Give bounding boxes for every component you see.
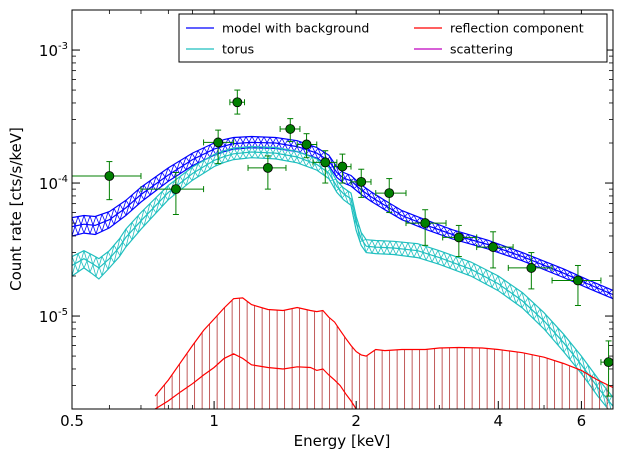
plot-area: [72, 89, 613, 409]
x-tick-label: 1: [209, 412, 219, 430]
data-point: [334, 153, 352, 184]
series-data: [72, 89, 613, 397]
series-reflection-component: [154, 297, 613, 409]
legend-label: torus: [222, 42, 254, 57]
data-marker: [262, 162, 273, 173]
y-tick-label: 10-3: [39, 41, 68, 60]
legend-box: [178, 13, 608, 63]
series-line-torus: [72, 151, 613, 407]
data-marker: [453, 232, 464, 243]
data-point: [476, 231, 514, 269]
series-line-torus: [72, 145, 613, 398]
x-tick-label: 4: [494, 412, 504, 430]
axis-ticks: 0.5 1 2 4 6 10-5 10-4 10-3: [39, 9, 614, 430]
x-tick-label: 6: [577, 412, 587, 430]
legend-label: scattering: [450, 42, 513, 57]
data-marker: [285, 124, 296, 134]
data-marker: [104, 171, 115, 181]
data-point: [203, 129, 235, 165]
data-point: [72, 161, 142, 201]
legend-item: scattering: [414, 42, 513, 57]
data-marker: [170, 184, 181, 195]
data-marker: [526, 263, 537, 273]
data-marker: [603, 357, 613, 368]
legend-label: reflection component: [450, 21, 584, 36]
series-torus: [72, 145, 613, 409]
data-point: [229, 89, 246, 115]
legend-item: model with background: [186, 21, 369, 36]
data-marker: [213, 137, 224, 148]
data-marker: [320, 157, 331, 168]
data-point: [405, 209, 447, 246]
data-marker: [337, 161, 348, 172]
plot-frame: [71, 9, 614, 410]
y-axis-label: Count rate [cts/s/keV]: [7, 127, 25, 291]
x-axis-label: Energy [keV]: [294, 432, 391, 450]
data-point: [279, 118, 301, 143]
series-line-reflection-component: [154, 297, 613, 397]
data-marker: [232, 97, 243, 108]
data-marker: [488, 242, 498, 252]
data-marker: [301, 139, 312, 150]
y-tick-label: 10-5: [39, 307, 68, 326]
series-line-reflection-component: [154, 353, 358, 409]
data-point: [507, 252, 553, 290]
data-point: [600, 340, 613, 397]
band-hatch: [89, 253, 97, 277]
band-hatch: [83, 250, 91, 273]
band-hatch: [95, 256, 103, 276]
data-point: [296, 133, 318, 159]
data-marker: [356, 176, 367, 187]
legend: model with background torus reflection com…: [178, 13, 608, 63]
data-point: [551, 264, 602, 307]
data-marker: [384, 188, 395, 199]
legend-item: torus: [186, 42, 254, 57]
data-point: [140, 172, 205, 216]
data-point: [312, 150, 338, 184]
data-point: [350, 168, 372, 198]
data-point: [375, 178, 407, 214]
x-tick-label: 2: [351, 412, 361, 430]
data-marker: [420, 218, 431, 228]
legend-item: reflection component: [414, 21, 584, 36]
series-line-torus: [72, 157, 609, 409]
legend-label: model with background: [222, 21, 369, 36]
data-point: [442, 224, 478, 258]
data-point: [247, 155, 287, 190]
x-tick-label: 0.5: [60, 412, 84, 430]
data-marker: [573, 275, 583, 286]
y-tick-label: 10-4: [39, 174, 68, 193]
